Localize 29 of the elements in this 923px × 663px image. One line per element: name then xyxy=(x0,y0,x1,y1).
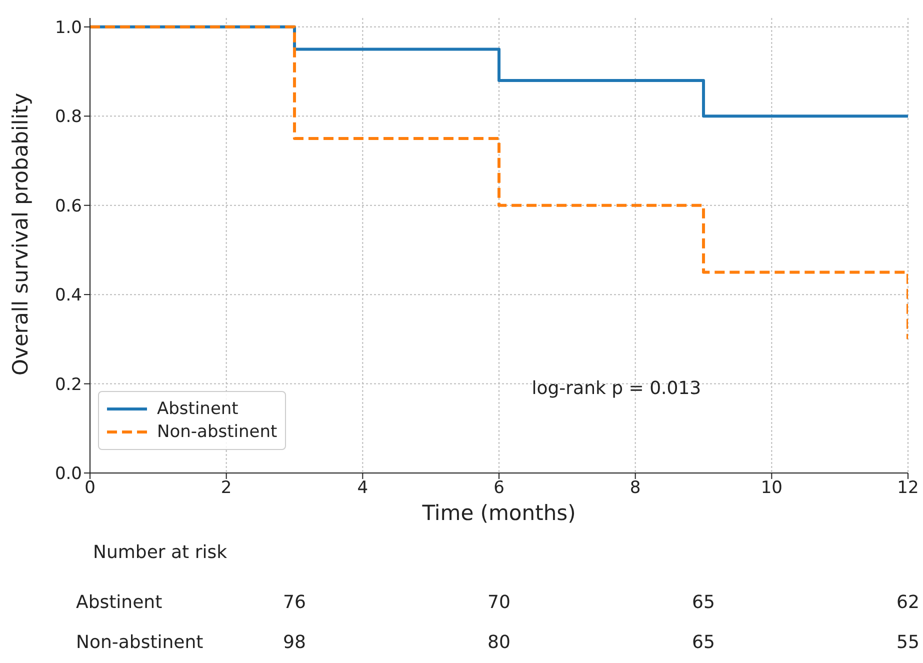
y-tick-label: 0.4 xyxy=(54,286,82,306)
x-tick-label: 4 xyxy=(357,478,368,498)
text: 55 xyxy=(896,632,920,653)
y-tick-label: 0.0 xyxy=(54,464,82,484)
y-tick-label: 0.6 xyxy=(54,196,82,216)
annotation: log-rank p = 0.013 xyxy=(532,378,702,399)
y-tick-label: 0.2 xyxy=(54,374,82,395)
x-tick-label: 0 xyxy=(84,478,96,498)
text: 70 xyxy=(488,592,510,613)
text: 98 xyxy=(283,632,306,653)
text: 76 xyxy=(283,592,306,613)
text: 65 xyxy=(692,592,715,613)
x-tick-label: 12 xyxy=(897,478,919,498)
text: 62 xyxy=(896,592,920,613)
text: Number at risk xyxy=(93,542,228,563)
x-tick-label: 10 xyxy=(760,478,782,498)
x-tick-label: 6 xyxy=(494,478,504,498)
text: 65 xyxy=(692,632,715,653)
x-axis-title: Time (months) xyxy=(422,501,576,525)
text: Non-abstinent xyxy=(76,632,204,653)
text: 80 xyxy=(488,632,510,653)
y-tick-label: 1.0 xyxy=(54,18,82,38)
y-tick-label: 0.8 xyxy=(54,107,82,128)
text: Abstinent xyxy=(76,592,162,613)
legend-label: Non-abstinent xyxy=(157,422,278,442)
x-tick-label: 2 xyxy=(220,478,232,498)
x-tick-label: 8 xyxy=(630,478,641,498)
legend-label: Abstinent xyxy=(157,399,238,419)
y-axis-title: Overall survival probability xyxy=(8,92,32,376)
